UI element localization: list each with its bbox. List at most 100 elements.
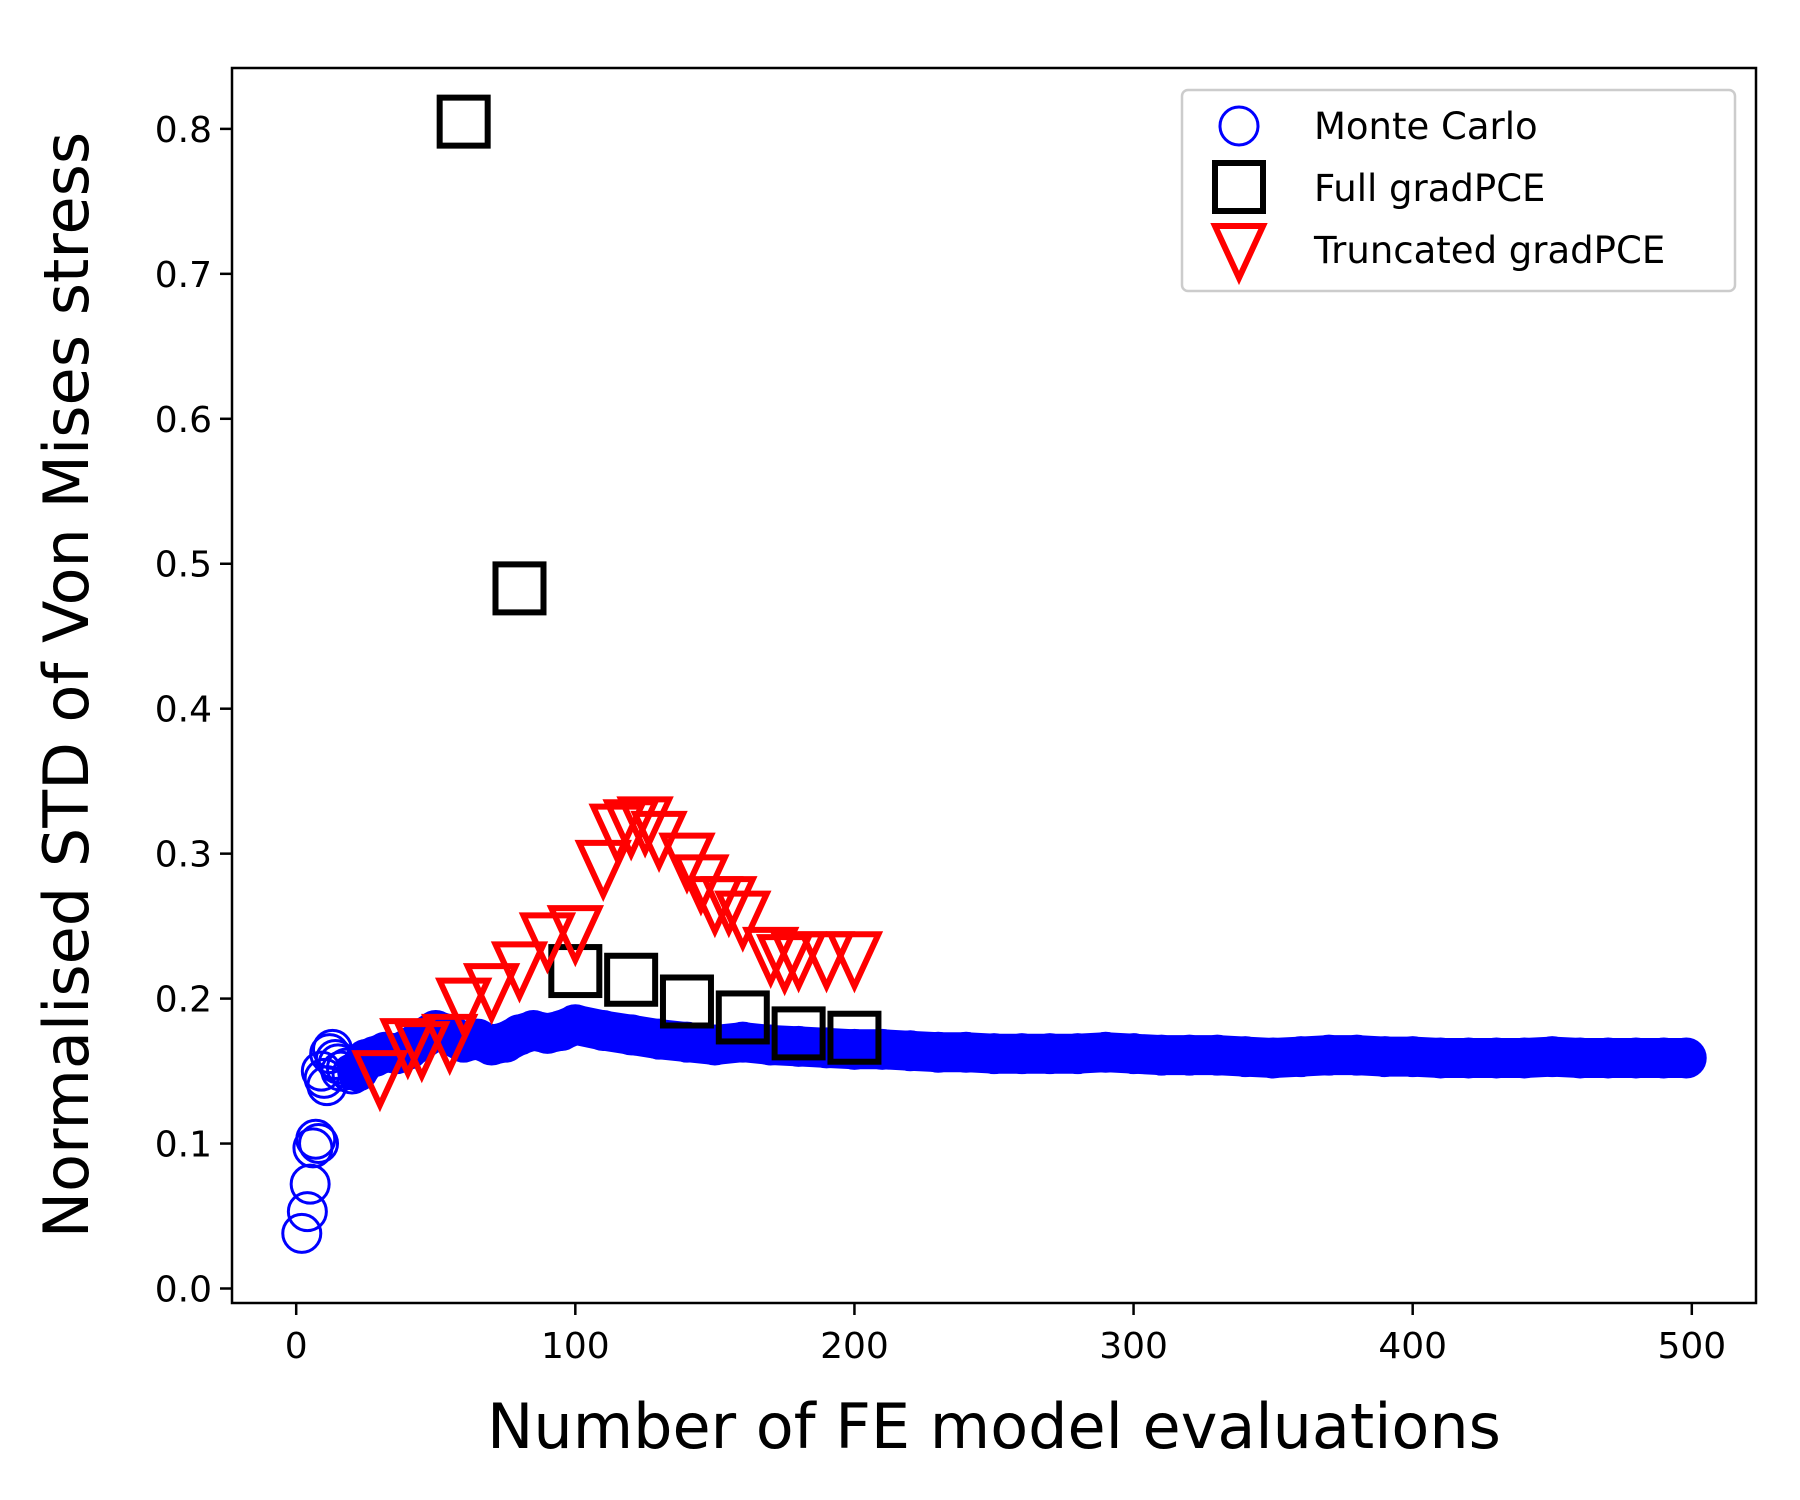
monte-carlo-point bbox=[298, 1123, 340, 1165]
truncated-gradpce-point bbox=[588, 803, 646, 866]
y-tick-label: 0.7 bbox=[155, 255, 212, 296]
truncated-gradpce-point bbox=[797, 931, 856, 994]
truncated-gradpce-point bbox=[421, 1013, 479, 1076]
plot-frame bbox=[230, 66, 1758, 1305]
y-tick-label: 0.0 bbox=[155, 1270, 212, 1311]
legend-marker-monte-carlo bbox=[1218, 105, 1260, 147]
monte-carlo-point bbox=[1196, 1034, 1238, 1076]
monte-carlo-point bbox=[833, 1028, 875, 1070]
series-monte-carlo bbox=[281, 1004, 1707, 1254]
x-axis: 0 100 200 300 400 500 bbox=[285, 1303, 1726, 1367]
legend-label-truncated-gradpce: Truncated gradPCE bbox=[1313, 229, 1665, 272]
y-axis: 0.0 0.1 0.2 0.3 0.4 0.5 0.6 0.7 0.8 bbox=[155, 110, 232, 1311]
monte-carlo-point bbox=[289, 1163, 331, 1205]
truncated-gradpce-point bbox=[574, 839, 632, 903]
monte-carlo-point bbox=[1001, 1033, 1043, 1075]
monte-carlo-point bbox=[1140, 1034, 1182, 1076]
truncated-gradpce-point bbox=[434, 977, 493, 1040]
y-tick-label: 0.8 bbox=[155, 110, 212, 151]
full-gradpce-point bbox=[827, 1010, 882, 1065]
monte-carlo-point bbox=[1475, 1037, 1517, 1079]
full-gradpce-point bbox=[548, 944, 603, 999]
monte-carlo-band bbox=[337, 1004, 1707, 1092]
monte-carlo-point bbox=[1392, 1036, 1434, 1078]
monte-carlo-point bbox=[1531, 1036, 1573, 1078]
truncated-gradpce-point bbox=[630, 810, 688, 874]
y-tick-label: 0.4 bbox=[155, 690, 212, 731]
monte-carlo-point bbox=[1615, 1037, 1657, 1079]
monte-carlo-point bbox=[889, 1030, 931, 1072]
monte-carlo-point bbox=[1559, 1037, 1601, 1079]
truncated-gradpce-point bbox=[714, 890, 772, 953]
truncated-gradpce-point bbox=[518, 912, 577, 975]
monte-carlo-point bbox=[1113, 1033, 1155, 1075]
monte-carlo-point bbox=[1252, 1037, 1294, 1079]
monte-carlo-point bbox=[1029, 1033, 1071, 1075]
full-gradpce-point bbox=[436, 94, 491, 149]
monte-carlo-point bbox=[750, 1024, 792, 1066]
y-tick-label: 0.2 bbox=[155, 980, 212, 1021]
truncated-gradpce-point bbox=[672, 854, 730, 917]
truncated-gradpce-point bbox=[616, 796, 674, 859]
full-gradpce-point bbox=[492, 561, 547, 616]
monte-carlo-point bbox=[1224, 1036, 1266, 1078]
x-tick-label: 200 bbox=[820, 1326, 889, 1367]
x-tick-label: 100 bbox=[541, 1326, 610, 1367]
series-layer bbox=[281, 94, 1707, 1254]
full-gradpce-point bbox=[771, 1006, 826, 1061]
legend-label-full-gradpce: Full gradPCE bbox=[1314, 167, 1545, 210]
legend-box bbox=[1180, 88, 1737, 293]
truncated-gradpce-point bbox=[462, 963, 521, 1026]
monte-carlo-point bbox=[582, 1009, 624, 1051]
x-tick-label: 0 bbox=[285, 1326, 308, 1367]
monte-carlo-point bbox=[861, 1028, 903, 1070]
monte-carlo-point bbox=[638, 1018, 680, 1060]
truncated-gradpce-point bbox=[700, 876, 758, 939]
monte-carlo-point bbox=[1448, 1037, 1490, 1079]
monte-carlo-point bbox=[281, 1212, 323, 1254]
monte-carlo-point bbox=[610, 1014, 652, 1056]
y-tick-label: 0.5 bbox=[155, 545, 212, 586]
x-tick-label: 300 bbox=[1099, 1326, 1168, 1367]
y-tick-label: 0.6 bbox=[155, 400, 212, 441]
series-full-gradpce bbox=[436, 94, 882, 1065]
monte-carlo-point bbox=[806, 1027, 848, 1069]
x-tick-label: 400 bbox=[1378, 1326, 1447, 1367]
monte-carlo-point bbox=[1085, 1031, 1127, 1073]
monte-carlo-point bbox=[778, 1025, 820, 1067]
full-gradpce-point bbox=[604, 952, 659, 1007]
monte-carlo-point bbox=[1336, 1034, 1378, 1076]
legend-marker-full-gradpce bbox=[1212, 160, 1266, 214]
y-axis-title: Normalised STD of Von Mises stress bbox=[30, 132, 103, 1238]
monte-carlo-point bbox=[1168, 1034, 1210, 1076]
truncated-gradpce-point bbox=[769, 931, 828, 994]
monte-carlo-point bbox=[1280, 1036, 1322, 1078]
monte-carlo-point bbox=[295, 1118, 337, 1160]
x-tick-label: 500 bbox=[1657, 1326, 1726, 1367]
truncated-gradpce-point bbox=[351, 1050, 409, 1113]
monte-carlo-point bbox=[1665, 1037, 1707, 1079]
monte-carlo-point bbox=[945, 1031, 987, 1073]
truncated-gradpce-point bbox=[490, 941, 549, 1004]
monte-carlo-point bbox=[471, 1024, 513, 1066]
monte-carlo-point bbox=[694, 1024, 736, 1066]
truncated-gradpce-point bbox=[825, 931, 884, 994]
monte-carlo-point bbox=[1503, 1037, 1545, 1079]
legend-label-monte-carlo: Monte Carlo bbox=[1314, 105, 1538, 148]
full-gradpce-point bbox=[659, 974, 714, 1029]
legend: Monte Carlo Full gradPCE Truncated gradP… bbox=[1180, 88, 1737, 293]
legend-marker-truncated-gradpce bbox=[1210, 223, 1268, 286]
monte-carlo-point bbox=[1057, 1033, 1099, 1075]
x-axis-title: Number of FE model evaluations bbox=[487, 1390, 1501, 1463]
monte-carlo-point bbox=[1364, 1036, 1406, 1078]
monte-carlo-point bbox=[973, 1033, 1015, 1075]
monte-carlo-point bbox=[917, 1031, 959, 1073]
monte-carlo-point bbox=[554, 1004, 596, 1046]
full-gradpce-point bbox=[715, 990, 770, 1045]
truncated-gradpce-point bbox=[546, 905, 605, 968]
monte-carlo-point bbox=[526, 1012, 568, 1054]
monte-carlo-point bbox=[1420, 1037, 1462, 1079]
monte-carlo-point bbox=[443, 1021, 485, 1063]
monte-carlo-point bbox=[286, 1191, 328, 1233]
